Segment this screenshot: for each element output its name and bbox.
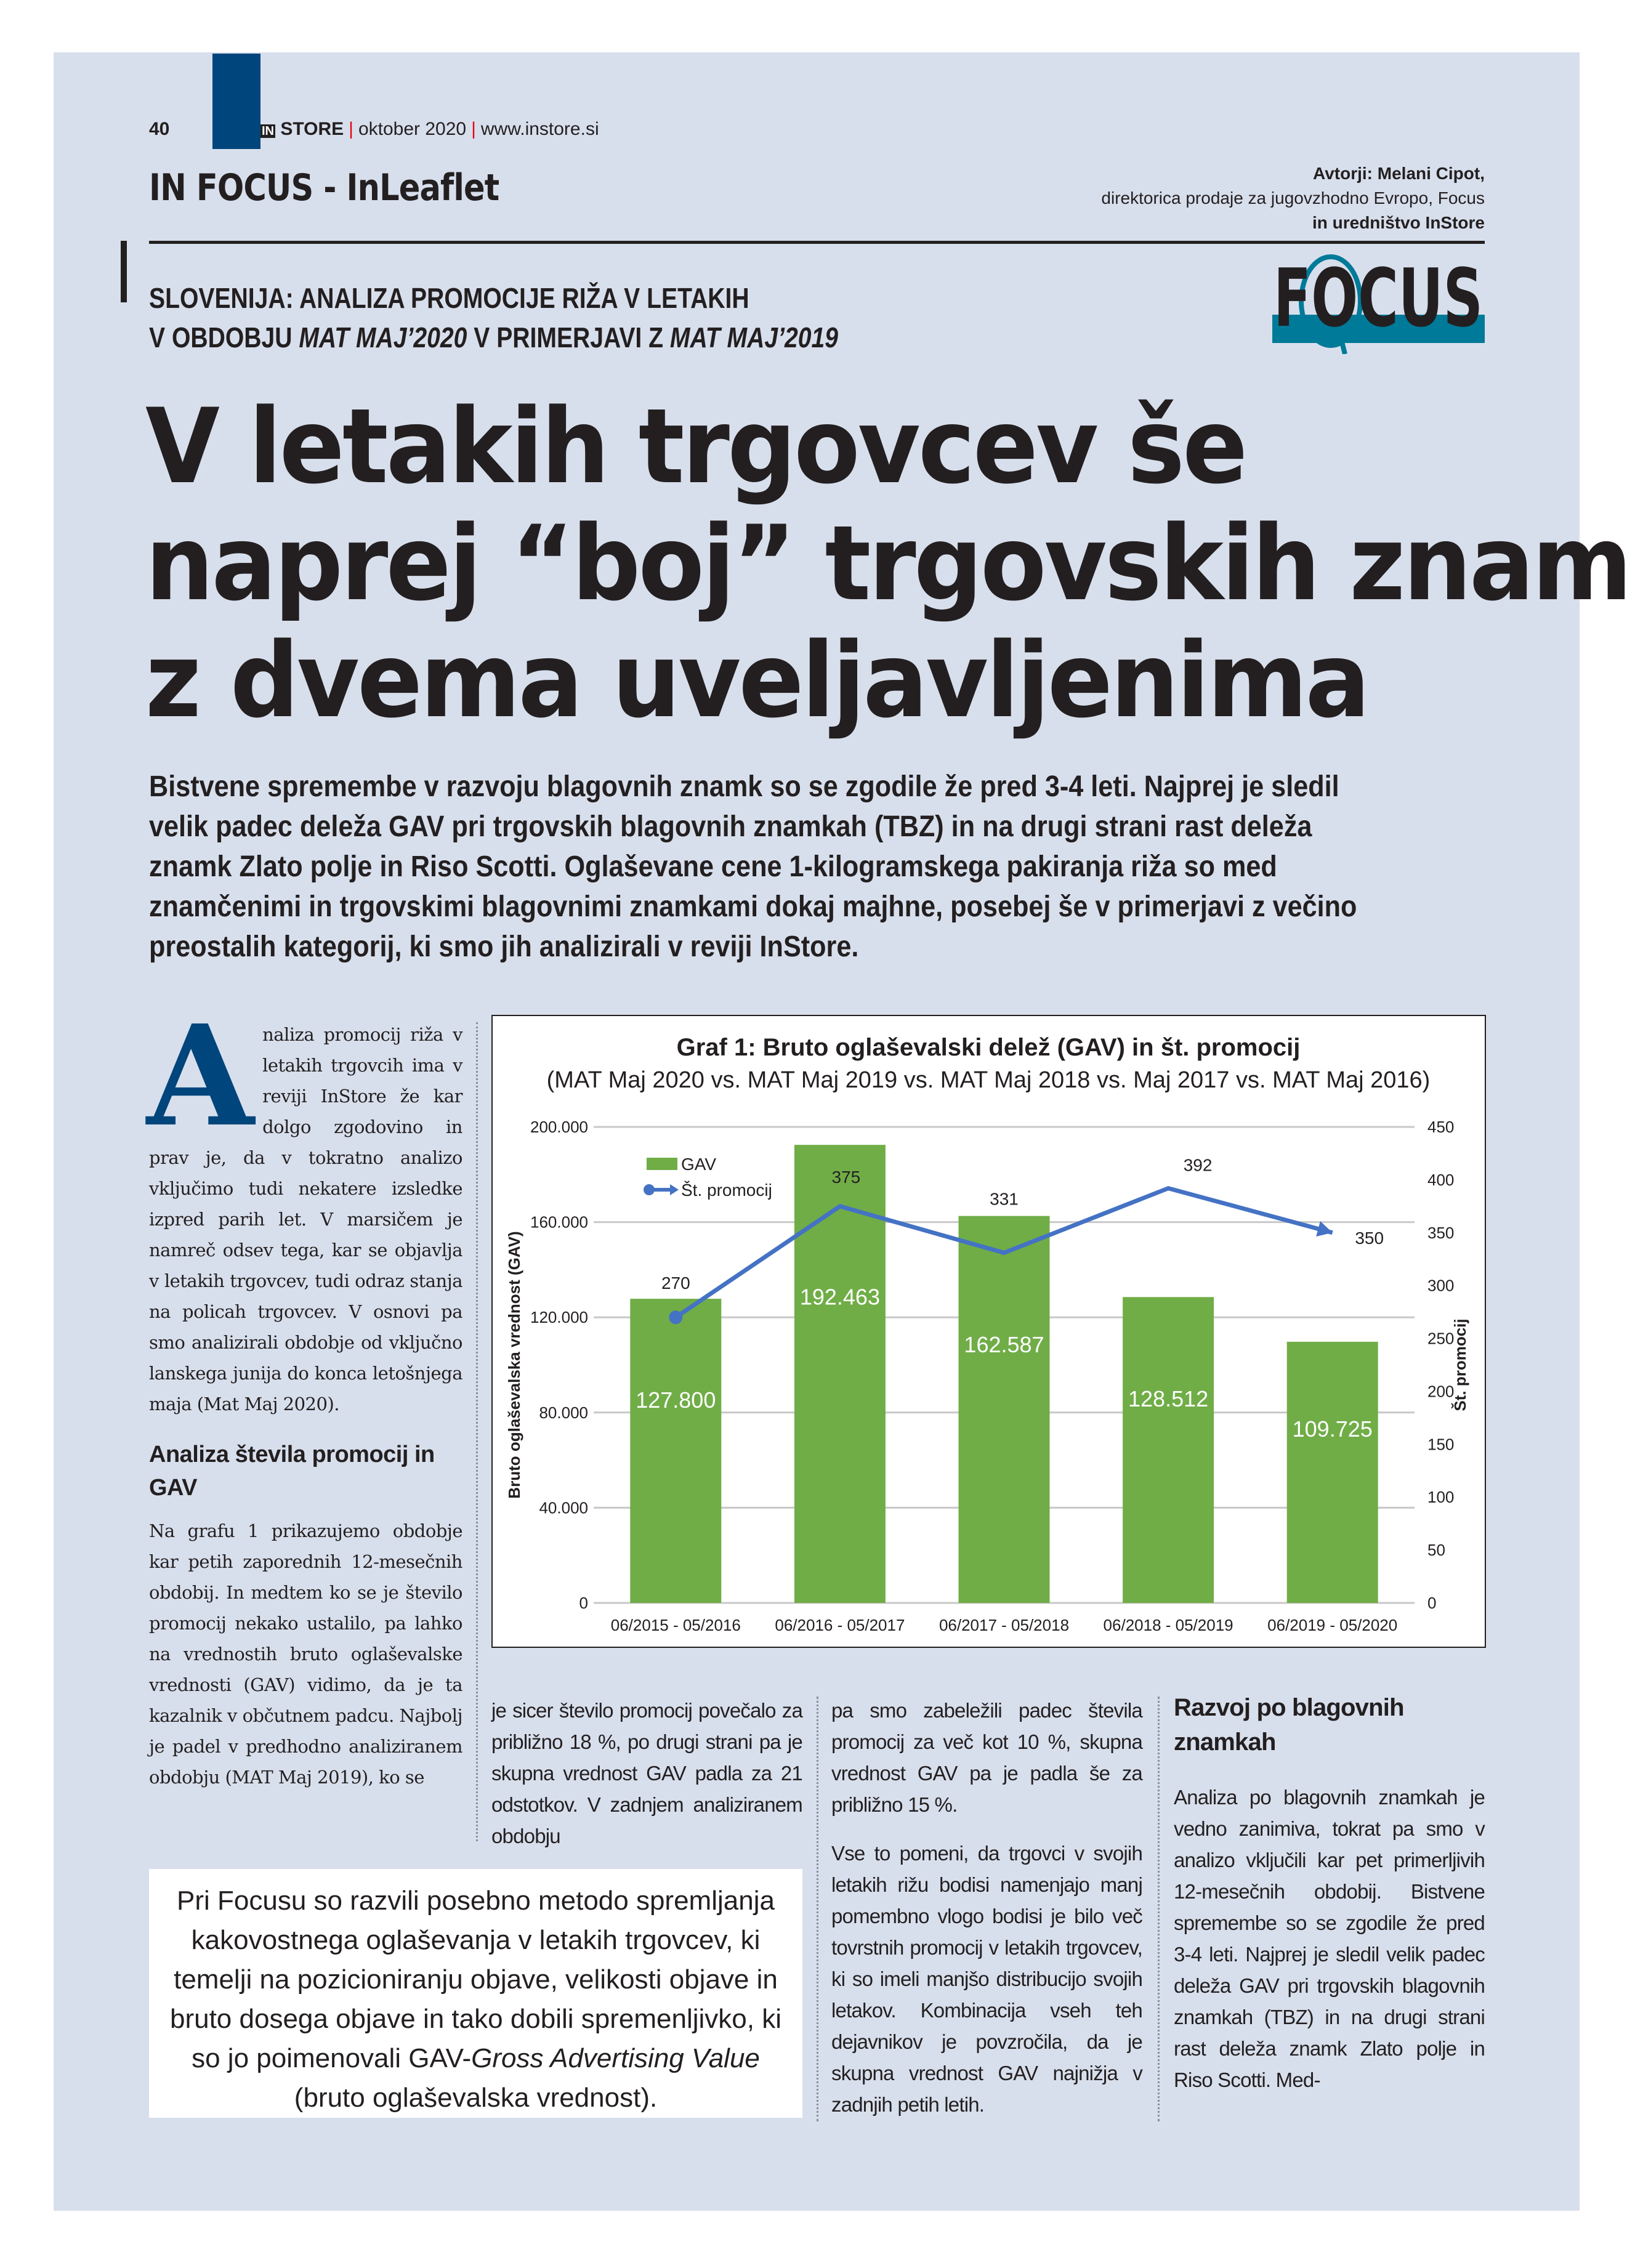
- kicker: SLOVENIJA: ANALIZA PROMOCIJE RIŽA V LETA…: [149, 278, 838, 357]
- line-value-label: 270: [661, 1273, 690, 1293]
- y2-tick-label: 350: [1427, 1224, 1454, 1242]
- chart-subtitle: (MAT Maj 2020 vs. MAT Maj 2019 vs. MAT M…: [547, 1067, 1431, 1093]
- chart-title: Graf 1: Bruto oglaševalski delež (GAV) i…: [677, 1034, 1301, 1061]
- bar-gav: [794, 1145, 886, 1603]
- headline: V letakih trgovcev še naprej “boj” trgov…: [145, 388, 1635, 739]
- magazine-logo-in: IN: [260, 124, 275, 138]
- bar-gav: [1286, 1341, 1378, 1603]
- line-value-label: 331: [990, 1189, 1019, 1208]
- legend-swatch-gav: [647, 1158, 677, 1170]
- headline-line-1: V letakih trgovcev še: [145, 386, 1248, 507]
- x-tick-label: 06/2016 - 05/2017: [775, 1616, 905, 1634]
- issue-date: oktober 2020: [358, 119, 467, 139]
- bar-value-label: 109.725: [1293, 1416, 1373, 1442]
- x-tick-label: 06/2019 - 05/2020: [1267, 1616, 1397, 1634]
- headline-line-3: z dvema uveljavljenima: [145, 620, 1370, 741]
- page-number: 40: [149, 119, 170, 139]
- drop-cap: A: [147, 995, 254, 1158]
- legend-label-promocij: Št. promocij: [681, 1180, 772, 1200]
- subheading-brands: Razvoj po blagovnih znamkah: [1174, 1694, 1405, 1756]
- author-block: Avtorji: Melani Cipot, direktorica proda…: [1101, 161, 1485, 235]
- y2-tick-label: 250: [1427, 1330, 1454, 1348]
- legend-label-gav: GAV: [681, 1155, 716, 1174]
- y2-tick-label: 400: [1427, 1171, 1454, 1189]
- y2-tick-label: 200: [1427, 1382, 1454, 1400]
- paragraph: Na grafu 1 prikazujemo obdobje kar petih…: [149, 1520, 463, 1788]
- bar-value-label: 162.587: [964, 1332, 1044, 1357]
- x-tick-label: 06/2017 - 05/2018: [939, 1616, 1069, 1634]
- legend-marker: [644, 1184, 655, 1195]
- header-rule: [149, 241, 1485, 244]
- line-promocij: [674, 1185, 1333, 1320]
- column-divider: [1158, 1697, 1160, 2121]
- running-header: IN STORE | oktober 2020 | www.instore.si: [260, 119, 599, 139]
- bar-value-label: 128.512: [1128, 1386, 1208, 1411]
- y2-tick-label: 300: [1427, 1277, 1454, 1295]
- y2-tick-label: 50: [1427, 1541, 1445, 1559]
- author-name: Avtorji: Melani Cipot,: [1313, 164, 1485, 183]
- bar-value-label: 127.800: [636, 1387, 716, 1413]
- line-value-label: 375: [832, 1168, 861, 1187]
- bar-gav: [630, 1299, 722, 1603]
- y2-tick-label: 450: [1427, 1118, 1454, 1136]
- chart-svg: Graf 1: Bruto oglaševalski delež (GAV) i…: [505, 1034, 1469, 1634]
- author-editorial: in uredništvo InStore: [1312, 213, 1485, 232]
- line-start-marker: [669, 1310, 683, 1325]
- y-tick-label: 0: [579, 1594, 588, 1612]
- intro-text: naliza promocij riža v letakih trgovcih …: [149, 1024, 463, 1414]
- focus-logo: FOCUS: [1272, 253, 1485, 354]
- column-divider: [476, 1022, 478, 1841]
- y-tick-label: 120.000: [530, 1308, 588, 1326]
- chart-graf-1: Graf 1: Bruto oglaševalski delež (GAV) i…: [491, 1015, 1486, 1648]
- article-column-3: pa smo zabeležili padec števila promocij…: [831, 1695, 1143, 2120]
- kicker-line-2: V OBDOBJU MAT MAJ’2020 V PRIMERJAVI Z MA…: [149, 321, 838, 353]
- line-end-arrow: [1316, 1221, 1333, 1237]
- bar-gav: [1123, 1297, 1214, 1603]
- lead-paragraph: Bistvene spremembe v razvoju blagovnih z…: [149, 770, 1357, 963]
- subheading-promotions: Analiza števila promocij in GAV: [149, 1442, 435, 1501]
- bar-gav: [958, 1216, 1050, 1603]
- y2-axis-label: Št. promocij: [1451, 1318, 1469, 1411]
- y2-tick-label: 0: [1427, 1594, 1436, 1612]
- x-tick-label: 06/2015 - 05/2016: [611, 1616, 741, 1634]
- y-tick-label: 160.000: [530, 1213, 588, 1232]
- website-link[interactable]: www.instore.si: [480, 119, 599, 139]
- kicker-line-1: SLOVENIJA: ANALIZA PROMOCIJE RIŽA V LETA…: [149, 282, 749, 314]
- x-tick-label: 06/2018 - 05/2019: [1104, 1616, 1233, 1634]
- line-value-label: 350: [1355, 1229, 1384, 1248]
- section-title: IN FOCUS - InLeaflet: [149, 166, 499, 209]
- kicker-marker: [121, 241, 127, 302]
- y-tick-label: 200.000: [530, 1118, 588, 1136]
- article-column-4: Razvoj po blagovnih znamkah Analiza po b…: [1174, 1690, 1485, 2096]
- pull-quote: Pri Focusu so razvili posebno metodo spr…: [149, 1869, 802, 2118]
- legend-arrow: [670, 1184, 679, 1195]
- section-color-bar: [212, 54, 260, 149]
- svg-text:FOCUS: FOCUS: [1274, 253, 1483, 345]
- author-role: direktorica prodaje za jugovzhodno Evrop…: [1101, 188, 1485, 208]
- y2-tick-label: 100: [1427, 1488, 1454, 1506]
- paragraph: pa smo zabeležili padec števila promocij…: [831, 1699, 1143, 1816]
- column-divider: [817, 1697, 818, 2121]
- y-tick-label: 40.000: [539, 1498, 588, 1517]
- bar-value-label: 192.463: [800, 1285, 880, 1310]
- article-column-2: je sicer število promocij povečalo za pr…: [491, 1699, 803, 1847]
- paragraph: Analiza po blagovnih znamkah je vedno za…: [1174, 1786, 1485, 2091]
- y-tick-label: 80.000: [539, 1403, 588, 1422]
- y2-tick-label: 150: [1427, 1435, 1454, 1453]
- paragraph: Vse to pomeni, da trgovci v svojih letak…: [831, 1842, 1143, 2116]
- y-axis-label: Bruto oglaševalska vrednost (GAV): [505, 1231, 523, 1498]
- line-value-label: 392: [1184, 1156, 1213, 1175]
- magazine-name: STORE: [280, 119, 344, 139]
- headline-line-2: naprej “boj” trgovskih znamk: [145, 503, 1635, 624]
